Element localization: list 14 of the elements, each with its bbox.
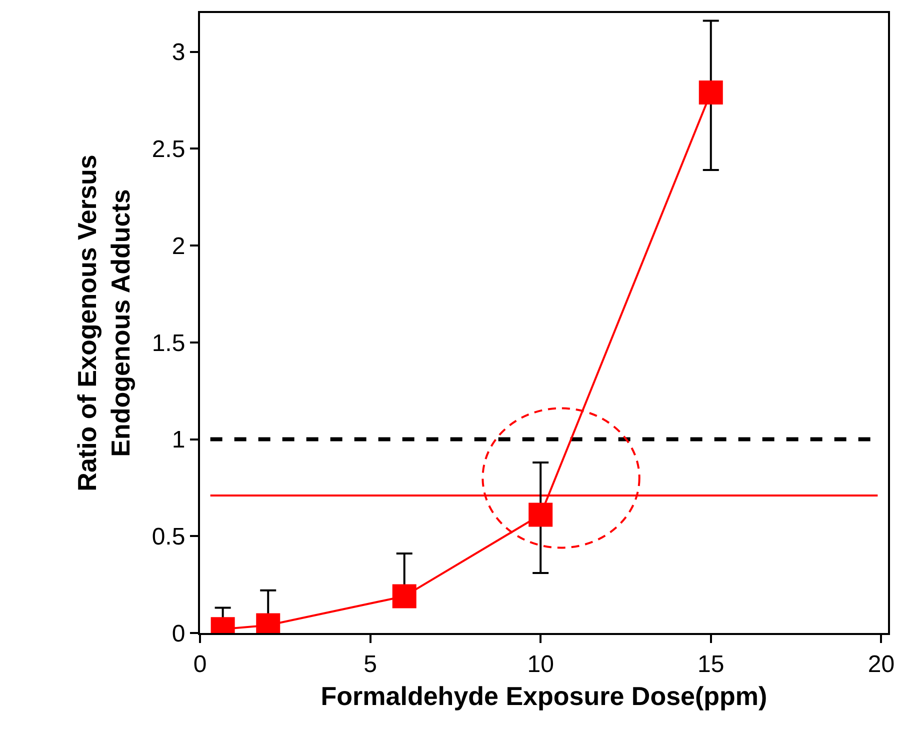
y-axis-title: Ratio of Exogenous Versus Endogenous Adducts <box>72 154 136 492</box>
y-tick-label: 0 <box>172 620 186 648</box>
y-tick-label: 0.5 <box>152 524 186 551</box>
x-tick-label: 0 <box>193 650 207 678</box>
y-tick-label: 2 <box>172 232 186 260</box>
x-tick-label: 20 <box>868 650 895 678</box>
x-tick-label: 10 <box>527 650 554 678</box>
y-tick-label: 1.5 <box>152 330 186 357</box>
y-tick-label: 1 <box>172 426 186 454</box>
x-axis-title: Formaldehyde Exposure Dose(ppm) <box>320 681 768 711</box>
y-tick-label: 2.5 <box>152 136 186 164</box>
x-tick-label: 5 <box>364 650 377 678</box>
y-tick-label: 3 <box>172 39 186 66</box>
x-tick-label: 15 <box>698 650 724 678</box>
